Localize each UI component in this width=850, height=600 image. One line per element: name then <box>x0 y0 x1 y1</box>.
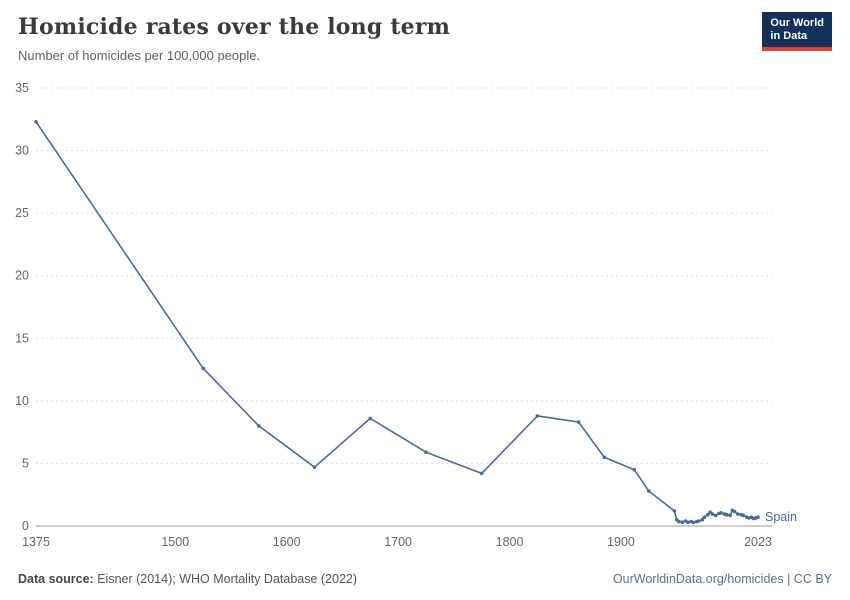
owid-citation-link[interactable]: OurWorldinData.org/homicides | CC BY <box>612 572 832 586</box>
data-point[interactable] <box>736 512 740 516</box>
data-point[interactable] <box>725 512 729 517</box>
data-point[interactable] <box>713 513 718 518</box>
y-tick-label: 25 <box>15 206 29 220</box>
chart-area[interactable]: 0 5 10 15 20 25 30 35 1375 1500 1600 1700 1800 1900 20… <box>0 70 850 555</box>
data-point[interactable] <box>732 509 737 514</box>
owid-logo-line2: in Data <box>770 30 808 42</box>
data-source-label: Data source: <box>18 572 94 586</box>
data-point[interactable] <box>677 519 681 524</box>
line-chart-canvas[interactable]: 0 5 10 15 20 25 30 35 1375 1500 1600 1700 1800 1900 20… <box>0 70 850 555</box>
chart-header: Homicide rates over the long term Number… <box>18 14 832 63</box>
data-point[interactable] <box>368 416 373 421</box>
owid-logo-line1: Our World <box>770 17 824 29</box>
series-label-spain[interactable]: Spain <box>765 510 797 524</box>
data-point[interactable] <box>602 455 606 460</box>
data-point[interactable] <box>700 517 705 522</box>
data-point[interactable] <box>702 515 707 519</box>
data-point[interactable] <box>706 512 710 517</box>
data-point[interactable] <box>710 512 715 516</box>
data-point[interactable] <box>672 509 677 513</box>
y-tick-label: 10 <box>15 394 29 408</box>
data-point[interactable] <box>424 450 428 455</box>
data-point[interactable] <box>576 420 581 424</box>
y-tick-label: 30 <box>15 144 29 158</box>
x-tick-label: 1375 <box>22 535 50 549</box>
data-point[interactable] <box>201 366 205 371</box>
data-point[interactable] <box>34 120 38 124</box>
data-point[interactable] <box>686 520 690 524</box>
x-tick-label: 1700 <box>384 535 412 549</box>
data-point[interactable] <box>680 520 684 524</box>
data-point[interactable] <box>312 465 317 470</box>
data-point[interactable] <box>479 471 484 476</box>
y-tick-label: 5 <box>22 456 29 470</box>
x-tick-label: 1600 <box>273 535 301 549</box>
x-tick-label: 1500 <box>161 535 189 549</box>
data-source-text: Eisner (2014); WHO Mortality Database (2… <box>93 572 358 586</box>
series-line-spain[interactable] <box>35 121 759 524</box>
x-tick-label: 1900 <box>607 535 635 549</box>
y-tick-label: 20 <box>15 269 29 283</box>
y-tick-label: 35 <box>15 81 29 95</box>
data-point[interactable] <box>691 520 696 525</box>
data-point[interactable] <box>719 511 723 515</box>
data-source-note: Data source: Eisner (2014); WHO Mortalit… <box>18 572 357 586</box>
page-subtitle: Number of homicides per 100,000 people. <box>18 48 261 63</box>
data-point[interactable] <box>535 414 540 418</box>
y-tick-label: 0 <box>22 519 29 533</box>
data-point[interactable] <box>632 467 637 472</box>
data-point[interactable] <box>257 424 261 428</box>
x-tick-label: 1800 <box>496 535 524 549</box>
data-point[interactable] <box>741 513 746 518</box>
y-tick-label: 15 <box>15 331 29 345</box>
data-point[interactable] <box>697 519 701 523</box>
data-point[interactable] <box>756 515 760 519</box>
chart-footer: Data source: Eisner (2014); WHO Mortalit… <box>18 572 832 586</box>
data-point[interactable] <box>728 513 732 518</box>
page-title: Homicide rates over the long term <box>18 14 451 40</box>
x-tick-label: 2023 <box>744 535 772 549</box>
owid-logo[interactable]: Our World in Data <box>762 12 832 51</box>
data-point[interactable] <box>647 489 651 493</box>
